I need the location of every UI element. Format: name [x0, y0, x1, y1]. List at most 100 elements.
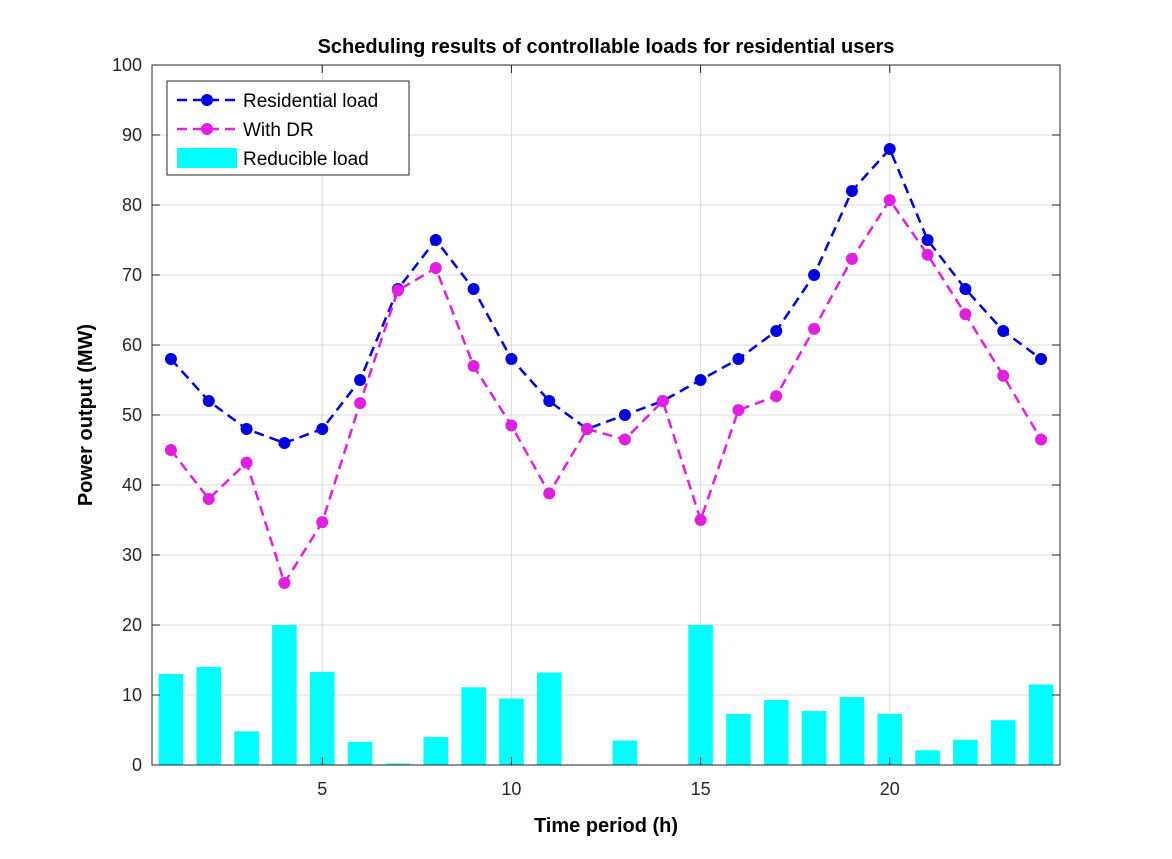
data-point: [921, 234, 934, 246]
series-line: [169, 146, 1042, 445]
x-tick-label: 10: [501, 779, 521, 799]
data-point: [808, 322, 821, 335]
line-series-residential-load: [164, 143, 1048, 449]
data-point: [770, 390, 783, 403]
data-point: [770, 325, 783, 337]
x-tick-label: 20: [880, 779, 900, 799]
y-tick-label: 60: [122, 335, 142, 355]
data-point: [694, 514, 707, 526]
y-tick-label: 30: [122, 545, 142, 565]
data-point: [505, 353, 518, 365]
data-point: [354, 374, 367, 386]
bar: [1028, 684, 1054, 765]
bar: [423, 737, 449, 765]
data-point: [959, 308, 972, 321]
chart-title: Scheduling results of controllable loads…: [318, 36, 895, 58]
bar: [347, 741, 373, 765]
legend-label: Reducible load: [243, 149, 369, 170]
data-point: [278, 437, 291, 449]
y-tick-label: 0: [132, 755, 142, 775]
bar: [953, 739, 978, 765]
x-axis-label: Time period (h): [534, 815, 678, 837]
y-tick-label: 10: [122, 685, 142, 705]
bar: [877, 713, 903, 765]
data-point: [467, 360, 480, 372]
line-series-with-dr: [164, 194, 1048, 589]
data-point: [505, 419, 518, 432]
bar: [990, 720, 1016, 765]
data-point: [845, 252, 858, 265]
data-point: [240, 423, 253, 435]
data-point: [618, 409, 631, 421]
data-point: [1035, 353, 1048, 365]
data-point: [467, 283, 480, 295]
legend-label: With DR: [243, 120, 314, 141]
y-tick-label: 80: [122, 195, 142, 215]
data-point: [845, 185, 858, 197]
bar: [612, 740, 638, 765]
bar: [272, 625, 297, 765]
y-tick-label: 90: [122, 125, 142, 145]
x-tick-label: 15: [691, 779, 711, 799]
data-point: [202, 395, 215, 407]
data-point: [618, 433, 631, 446]
y-tick-label: 70: [122, 265, 142, 285]
bar: [839, 697, 865, 765]
bar: [801, 711, 827, 765]
data-point: [808, 269, 821, 281]
line-series: [164, 143, 1048, 589]
data-point: [429, 262, 442, 274]
legend: Residential load With DR Reducible load: [166, 80, 410, 176]
data-point: [581, 423, 594, 435]
bar: [688, 625, 713, 765]
data-point: [391, 284, 404, 297]
bar: [536, 672, 562, 765]
data-point: [732, 353, 745, 365]
bar: [461, 687, 486, 765]
bar: [158, 674, 184, 765]
data-point: [202, 493, 215, 505]
data-point: [316, 423, 329, 435]
data-point: [354, 397, 367, 410]
bar: [726, 713, 751, 765]
bar: [196, 667, 222, 765]
data-point: [694, 374, 707, 386]
data-point: [883, 194, 896, 207]
data-point: [883, 143, 896, 155]
bar: [309, 671, 335, 765]
bar: [385, 763, 411, 765]
legend-swatch-marker: [201, 123, 213, 135]
bar: [915, 750, 940, 765]
bar-series-reducible-load: [158, 625, 1054, 765]
y-tick-label: 20: [122, 615, 142, 635]
y-tick-label: 40: [122, 475, 142, 495]
data-point: [429, 234, 442, 246]
data-point: [997, 325, 1010, 337]
data-point: [164, 353, 177, 365]
data-point: [997, 369, 1010, 382]
data-point: [164, 444, 177, 456]
y-tick-label: 50: [122, 405, 142, 425]
data-point: [240, 456, 253, 469]
legend-swatch-marker: [201, 94, 213, 106]
data-point: [921, 248, 934, 261]
data-point: [732, 404, 745, 417]
x-tick-label: 5: [317, 779, 327, 799]
y-axis-label: Power output (MW): [75, 324, 97, 506]
axes: 5 10 15 20 0 10 20 30 40 50 60 70 80 90 100: [112, 55, 1061, 799]
data-point: [543, 395, 556, 407]
bar: [763, 699, 789, 765]
bar: [499, 698, 524, 765]
data-point: [656, 395, 669, 407]
data-point: [278, 577, 291, 589]
y-tick-label: 100: [112, 55, 142, 75]
data-point: [1035, 433, 1048, 446]
legend-swatch-bar: [177, 148, 237, 168]
series-line: [169, 197, 1043, 586]
data-point: [316, 516, 329, 529]
bar: [234, 731, 259, 765]
data-point: [959, 283, 972, 295]
data-point: [543, 487, 556, 500]
legend-label: Residential load: [243, 91, 378, 112]
